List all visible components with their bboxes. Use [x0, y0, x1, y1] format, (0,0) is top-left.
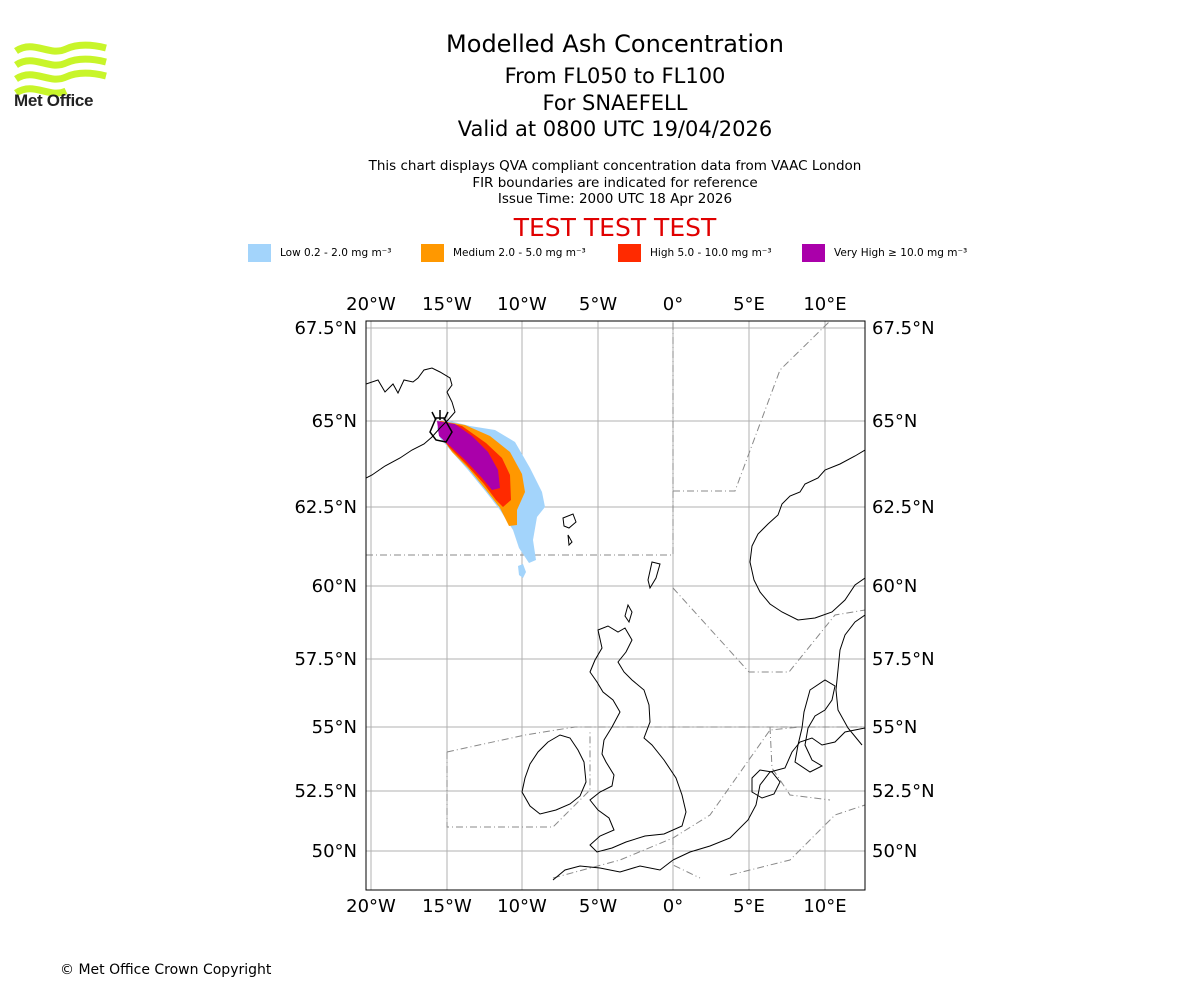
legend-swatch-low	[248, 244, 271, 262]
lon-label-bottom: 10°W	[497, 896, 547, 917]
test-banner: TEST TEST TEST	[513, 213, 717, 242]
note-fir: FIR boundaries are indicated for referen…	[472, 174, 758, 191]
lat-label-left: 65°N	[312, 411, 357, 432]
shetland-coast	[624, 561, 661, 624]
note-vaac: This chart displays QVA compliant concen…	[368, 158, 862, 174]
sweden-coast	[835, 614, 865, 746]
lon-label-bottom: 15°W	[422, 896, 472, 917]
lat-label-left: 62.5°N	[294, 497, 357, 518]
lat-label-left: 50°N	[312, 841, 357, 862]
lat-label-left: 57.5°N	[294, 649, 357, 670]
ash-very-high	[437, 421, 500, 490]
uk-coast	[589, 625, 687, 853]
faroes-coast	[562, 513, 577, 547]
legend-label-low: Low 0.2 - 2.0 mg m⁻³	[280, 247, 392, 259]
flight-level-range: From FL050 to FL100	[504, 64, 726, 88]
legend-label-medium: Medium 2.0 - 5.0 mg m⁻³	[453, 247, 586, 259]
lon-label-bottom: 0°	[663, 896, 683, 917]
legend-item-medium: Medium 2.0 - 5.0 mg m⁻³	[421, 244, 586, 262]
lon-label-bottom: 5°E	[733, 896, 765, 917]
legend-swatch-high	[618, 244, 641, 262]
ireland-coast	[521, 734, 587, 815]
lat-label-left: 67.5°N	[294, 318, 357, 339]
lon-label-top: 20°W	[346, 294, 396, 315]
lon-label-top: 0°	[663, 294, 683, 315]
lat-label-right: 62.5°N	[872, 497, 935, 518]
copyright: © Met Office Crown Copyright	[60, 962, 272, 978]
legend-item-low: Low 0.2 - 2.0 mg m⁻³	[248, 244, 391, 262]
legend-item-high: High 5.0 - 10.0 mg m⁻³	[618, 244, 772, 262]
chart-notes: This chart displays QVA compliant concen…	[315, 158, 915, 208]
lat-label-right: 65°N	[872, 411, 917, 432]
lon-label-bottom: 5°W	[579, 896, 617, 917]
norway-coast	[749, 449, 865, 621]
volcano-marker-icon	[429, 410, 453, 443]
issue-time: Issue Time: 2000 UTC 18 Apr 2026	[497, 191, 733, 207]
legend-label-high: High 5.0 - 10.0 mg m⁻³	[650, 247, 772, 259]
coastlines	[366, 367, 865, 881]
lon-label-top: 5°W	[579, 294, 617, 315]
chart-subtitle: From FL050 to FL100 For SNAEFELL Valid a…	[315, 63, 915, 143]
map-body	[366, 321, 865, 890]
france-coast	[552, 859, 674, 881]
lat-label-left: 52.5°N	[294, 781, 357, 802]
chart-title: Modelled Ash Concentration	[446, 30, 784, 58]
graticule	[366, 321, 865, 890]
logo-text: Met Office	[14, 91, 94, 110]
lat-label-left: 55°N	[312, 717, 357, 738]
lon-label-top: 10°E	[803, 294, 846, 315]
continent-coast	[672, 727, 865, 861]
ash-low-fragment	[518, 564, 526, 578]
legend-item-very-high: Very High ≥ 10.0 mg m⁻³	[802, 244, 967, 262]
valid-time: Valid at 0800 UTC 19/04/2026	[457, 117, 773, 141]
iceland-coast	[366, 367, 456, 479]
lon-label-top: 5°E	[733, 294, 765, 315]
legend-swatch-very-high	[802, 244, 825, 262]
netherlands-coast	[751, 769, 781, 799]
volcano-name: For SNAEFELL	[542, 90, 688, 115]
lat-label-right: 50°N	[872, 841, 917, 862]
lon-label-bottom: 20°W	[346, 896, 396, 917]
legend-swatch-medium	[421, 244, 444, 262]
map-frame	[365, 320, 866, 891]
lat-label-right: 55°N	[872, 717, 917, 738]
legend-label-very-high: Very High ≥ 10.0 mg m⁻³	[834, 247, 968, 259]
lat-label-right: 52.5°N	[872, 781, 935, 802]
lat-label-left: 60°N	[312, 576, 357, 597]
lon-label-top: 10°W	[497, 294, 547, 315]
lon-label-bottom: 10°E	[803, 896, 846, 917]
lon-label-top: 15°W	[422, 294, 472, 315]
lat-label-right: 67.5°N	[872, 318, 935, 339]
met-office-logo-icon	[14, 41, 107, 97]
axis-labels: 20°W 15°W 10°W 5°W 0° 5°E 10°E 20°W 15°W…	[294, 294, 934, 917]
denmark-coast	[794, 679, 836, 773]
fir-boundaries	[366, 321, 865, 879]
lat-label-right: 57.5°N	[872, 649, 935, 670]
ash-plume	[437, 420, 545, 578]
lat-label-right: 60°N	[872, 576, 917, 597]
